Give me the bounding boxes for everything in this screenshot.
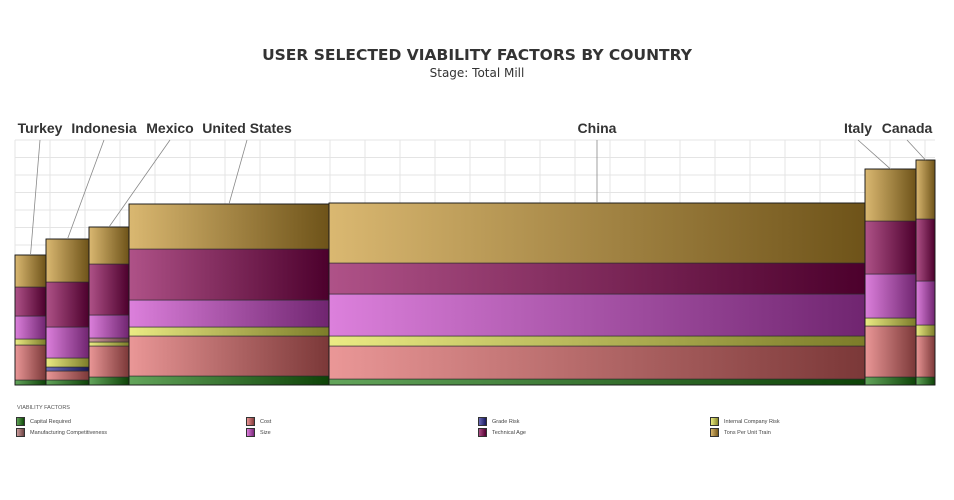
bar-segment	[14, 379, 47, 386]
bar-segment	[915, 280, 936, 326]
bar-segment	[14, 286, 47, 317]
bar-segment	[128, 299, 330, 328]
bar-segment	[328, 262, 866, 295]
legend-label: Tons Per Unit Train	[724, 429, 771, 436]
legend-item: Tons Per Unit Train	[710, 428, 771, 437]
legend-item: Capital Required	[16, 417, 71, 426]
bar-segment	[864, 168, 917, 222]
bar-segment	[915, 376, 936, 386]
bar-segment	[915, 159, 936, 220]
chart-title: USER SELECTED VIABILITY FACTORS BY COUNT…	[262, 46, 692, 64]
bar-segment	[328, 202, 866, 264]
category-labels: Turkey Indonesia Mexico United States China I…	[18, 120, 933, 256]
category-label: Canada	[882, 120, 933, 136]
bar-segment	[45, 281, 90, 328]
chart-subtitle: Stage: Total Mill	[429, 66, 525, 80]
leader-line	[228, 139, 248, 205]
bar-segment	[45, 326, 90, 359]
legend-swatch	[246, 417, 255, 426]
bar-segment	[14, 344, 47, 381]
legend-label: Grade Risk	[492, 418, 520, 425]
leader-line	[30, 139, 41, 256]
bar-segment	[88, 226, 130, 265]
bar-segment	[45, 379, 90, 386]
bar-segment	[88, 263, 130, 316]
bar-segment	[88, 345, 130, 378]
bar-segment	[45, 238, 90, 283]
legend-swatch	[478, 428, 487, 437]
bar-segment	[864, 273, 917, 319]
legend-swatch	[246, 428, 255, 437]
legend-swatch	[16, 417, 25, 426]
bar-segment	[864, 220, 917, 275]
legend-item: Grade Risk	[478, 417, 520, 426]
leader-line	[67, 139, 105, 240]
legend-label: Internal Company Risk	[724, 418, 780, 425]
legend-swatch	[710, 428, 719, 437]
bar-segment	[128, 375, 330, 386]
category-label: Mexico	[146, 120, 193, 136]
bar-segment	[328, 378, 866, 386]
bar-segment	[328, 345, 866, 380]
bar-segment	[864, 325, 917, 378]
bar-segment	[14, 254, 47, 288]
bar-segment	[864, 317, 917, 327]
category-label: United States	[202, 120, 292, 136]
category-label: China	[578, 120, 617, 136]
category-label: Italy	[844, 120, 872, 136]
bar-segment	[328, 293, 866, 337]
bar-segment	[14, 315, 47, 340]
legend-item: Manufacturing Competitiveness	[16, 428, 107, 437]
legend-swatch	[710, 417, 719, 426]
bar-segment	[915, 218, 936, 282]
bar-segment	[88, 376, 130, 386]
legend-item: Cost	[246, 417, 271, 426]
category-label: Turkey	[18, 120, 63, 136]
bar-segment	[88, 337, 130, 343]
bar-segment	[128, 335, 330, 377]
legend-swatch	[478, 417, 487, 426]
bar-segment	[915, 324, 936, 337]
legend-label: Size	[260, 429, 271, 436]
leader-line	[857, 139, 891, 170]
bar-segment	[14, 338, 47, 346]
bar-segment	[45, 366, 90, 372]
bar-segment	[88, 341, 130, 347]
leader-line	[108, 139, 171, 228]
bars	[14, 159, 936, 386]
bar-segment	[45, 370, 90, 381]
category-label: Indonesia	[71, 120, 137, 136]
legend-title: VIABILITY FACTORS	[17, 405, 70, 411]
legend-item: Internal Company Risk	[710, 417, 780, 426]
legend-label: Manufacturing Competitiveness	[30, 429, 108, 436]
bar-segment	[128, 326, 330, 337]
leader-line	[906, 139, 926, 161]
bar-segment	[128, 203, 330, 250]
legend-label: Capital Required	[30, 418, 71, 425]
bar-segment	[328, 335, 866, 347]
bar-segment	[864, 376, 917, 386]
bar-segment	[915, 335, 936, 378]
legend-label: Cost	[260, 418, 272, 425]
legend-item: Size	[246, 428, 271, 437]
legend-item: Technical Age	[478, 428, 526, 437]
legend-swatch	[16, 428, 25, 437]
bar-segment	[45, 357, 90, 368]
bar-segment	[88, 314, 130, 339]
bar-segment	[128, 248, 330, 301]
legend-label: Technical Age	[492, 429, 526, 436]
